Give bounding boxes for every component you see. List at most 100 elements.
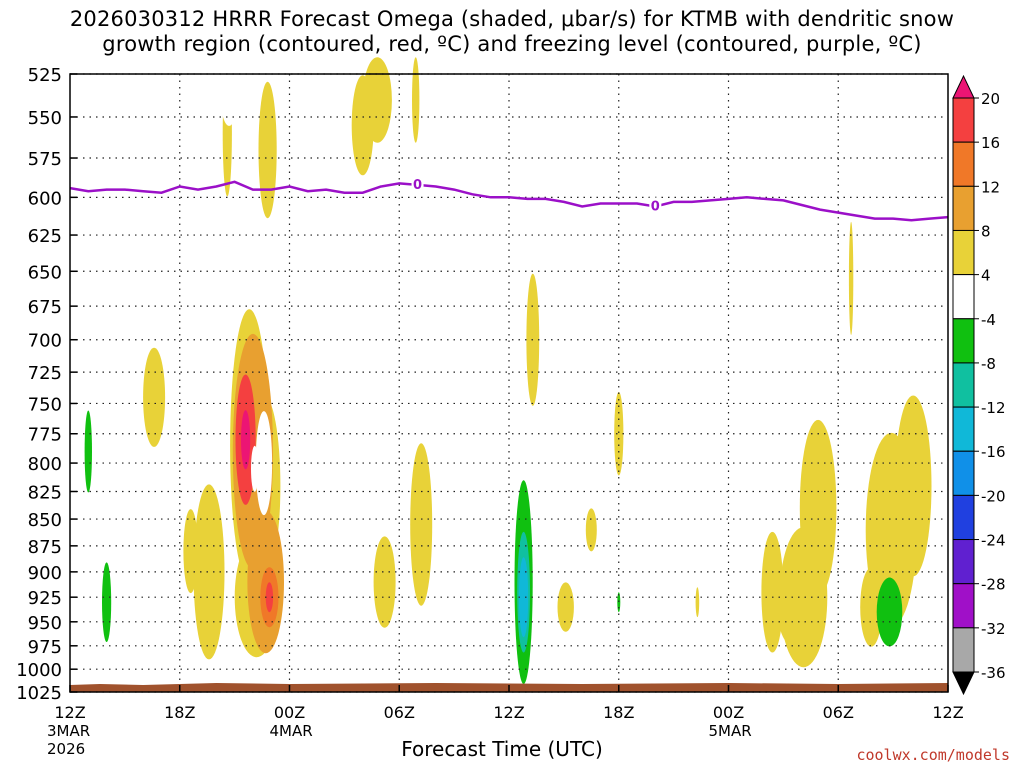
omega-shaded-region — [505, 62, 528, 189]
omega-shaded-region — [196, 72, 200, 94]
colorbar-segment — [952, 406, 975, 452]
x-tick-year-label: 2026 — [47, 740, 85, 758]
omega-shaded-region — [848, 221, 854, 335]
omega-shaded-region — [362, 57, 392, 143]
x-tick-label: 00Z — [713, 703, 744, 722]
colorbar-label: 12 — [981, 178, 1000, 196]
colorbar-segment — [952, 539, 975, 585]
omega-shaded-region — [143, 347, 166, 447]
x-tick-label: 12Z — [54, 703, 85, 722]
colorbar-label: -16 — [981, 443, 1006, 461]
y-tick-label: 800 — [28, 454, 62, 475]
x-tick-label: 12Z — [493, 703, 524, 722]
freezing-level-label: 0 — [651, 200, 660, 215]
colorbar-label: -12 — [981, 399, 1006, 417]
y-tick-label: 575 — [28, 149, 62, 170]
colorbar-label: 20 — [981, 90, 1000, 108]
y-tick-label: 975 — [28, 637, 62, 658]
omega-shaded-region — [695, 587, 700, 618]
colorbar-label: -36 — [981, 664, 1006, 682]
omega-green-patch — [84, 410, 93, 493]
x-tick-label: 12Z — [932, 703, 963, 722]
freezing-level-label-bg — [411, 175, 424, 191]
colorbar-label: -20 — [981, 487, 1006, 505]
freezing-level-line — [69, 180, 949, 222]
y-tick-label: 825 — [28, 482, 62, 503]
x-tick-label: 18Z — [603, 703, 634, 722]
y-tick-label: 700 — [28, 331, 62, 352]
omega-shaded-region — [412, 57, 420, 143]
omega-shaded-region — [220, 56, 239, 126]
colorbar-segment — [952, 141, 975, 187]
y-tick-label: 600 — [28, 188, 62, 209]
omega-shaded-region — [373, 536, 396, 628]
omega-green-patch — [876, 577, 903, 647]
omega-core — [265, 582, 274, 613]
y-tick-label: 925 — [28, 588, 62, 609]
omega-core — [241, 410, 251, 470]
omega-shaded-region — [777, 577, 811, 647]
y-tick-label: 1025 — [16, 683, 62, 704]
omega-shaded-region — [193, 484, 225, 660]
y-tick-label: 1000 — [16, 660, 62, 681]
omega-shaded-region — [183, 509, 198, 594]
omega-shaded-region — [614, 392, 624, 476]
y-tick-label: 750 — [28, 394, 62, 415]
omega-green-patch — [102, 562, 112, 642]
colorbar-segment — [952, 583, 975, 629]
x-tick-label: 00Z — [274, 703, 305, 722]
omega-shaded-region — [430, 57, 435, 160]
colorbar-segment — [952, 318, 975, 364]
colorbar-segment — [952, 185, 975, 231]
colorbar-segment — [952, 97, 975, 143]
omega-shaded-region — [860, 567, 883, 647]
x-tick-date-label: 5MAR — [709, 722, 752, 740]
chart-title-line-2: growth region (contoured, red, ºC) and f… — [102, 32, 922, 56]
omega-shaded-region — [585, 508, 597, 552]
x-tick-date-label: 4MAR — [270, 722, 313, 740]
colorbar-label: -28 — [981, 576, 1006, 594]
freezing-level-label: 0 — [413, 178, 422, 193]
x-axis-label: Forecast Time (UTC) — [401, 737, 603, 761]
omega-blue-core — [519, 557, 529, 638]
x-tick-label: 18Z — [164, 703, 195, 722]
colorbar-bottom-arrow — [952, 671, 975, 696]
y-tick-label: 675 — [28, 297, 62, 318]
y-tick-label: 900 — [28, 563, 62, 584]
x-tick-date-label: 3MAR — [47, 722, 90, 740]
omega-neutral-hole — [255, 411, 273, 516]
chart-title-line-1: 2026030312 HRRR Forecast Omega (shaded, … — [69, 7, 955, 31]
y-tick-label: 650 — [28, 262, 62, 283]
omega-shaded-region — [894, 395, 932, 577]
colorbar-label: -4 — [981, 311, 996, 329]
y-tick-label: 625 — [28, 226, 62, 247]
omega-green-patch — [617, 592, 621, 613]
colorbar-label: 4 — [981, 267, 991, 285]
colorbar-segment — [952, 627, 975, 673]
y-tick-label: 775 — [28, 425, 62, 446]
freezing-level-label-bg — [649, 197, 662, 213]
watermark: coolwx.com/models — [856, 746, 1010, 764]
colorbar-label: 16 — [981, 134, 1000, 152]
colorbar-segment — [952, 494, 975, 541]
y-tick-label: 550 — [28, 108, 62, 129]
colorbar-label: -8 — [981, 355, 996, 373]
y-tick-label: 725 — [28, 363, 62, 384]
colorbar-label: -24 — [981, 532, 1006, 550]
y-tick-label: 875 — [28, 537, 62, 558]
colorbar-segment — [952, 362, 975, 408]
omega-shaded-region — [410, 443, 433, 606]
omega-shaded-region — [258, 81, 277, 219]
y-tick-label: 525 — [28, 65, 62, 86]
omega-shaded-region — [557, 582, 574, 632]
omega-shaded-region — [799, 419, 837, 597]
colorbar-label: -32 — [981, 620, 1006, 638]
x-tick-label: 06Z — [384, 703, 415, 722]
colorbar-segment — [952, 274, 975, 320]
colorbar-segment — [952, 450, 975, 496]
colorbar-top-arrow — [952, 74, 975, 99]
colorbar-segment — [952, 229, 975, 276]
omega-green-core — [251, 445, 259, 492]
y-tick-label: 950 — [28, 613, 62, 634]
